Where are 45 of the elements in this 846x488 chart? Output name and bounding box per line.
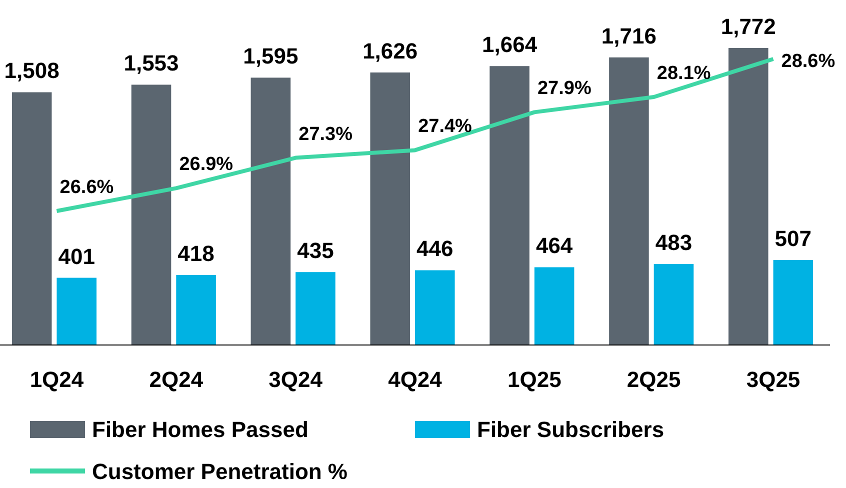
x-tick-label: 3Q24 (268, 367, 324, 392)
data-label: 26.6% (60, 177, 114, 198)
bar (131, 84, 172, 345)
bar (296, 272, 336, 345)
x-tick-label: 4Q24 (388, 367, 443, 392)
bar (534, 267, 574, 345)
data-label: 28.6% (781, 51, 836, 72)
bar (773, 260, 814, 345)
legend-label: Fiber Homes Passed (92, 417, 308, 442)
bar (609, 57, 649, 345)
x-tick-label: 2Q24 (149, 367, 204, 392)
data-label: 28.1% (656, 63, 711, 84)
data-label: 26.9% (179, 154, 234, 176)
data-label: 507 (774, 226, 812, 252)
data-label: 464 (536, 233, 574, 258)
data-label: 1,664 (482, 32, 538, 58)
x-tick-label: 1Q24 (30, 367, 84, 392)
bar (176, 274, 216, 345)
data-label: 418 (178, 240, 214, 266)
data-label: 1,716 (601, 23, 656, 48)
data-label: 483 (655, 230, 692, 256)
bar (370, 72, 410, 345)
bar (415, 270, 455, 345)
data-label: 1,508 (4, 58, 60, 84)
data-label: 435 (297, 238, 334, 264)
bar (654, 264, 694, 345)
data-label: 27.9% (537, 78, 592, 100)
data-label: 1,595 (243, 44, 298, 69)
x-tick-label: 3Q25 (746, 367, 800, 392)
data-label: 1,626 (362, 38, 418, 64)
data-label: 27.3% (298, 124, 353, 145)
data-label: 1,553 (124, 50, 179, 76)
data-label: 446 (416, 236, 454, 262)
legend-label: Fiber Subscribers (477, 417, 664, 442)
bar (56, 278, 97, 345)
legend-label: Customer Penetration % (92, 459, 348, 484)
bar (490, 66, 530, 345)
data-label: 1,772 (720, 14, 776, 39)
x-tick-label: 1Q25 (508, 367, 562, 392)
bar (728, 48, 768, 345)
data-label: 27.4% (418, 116, 472, 138)
data-label: 401 (58, 244, 95, 269)
x-tick-label: 2Q25 (626, 367, 681, 392)
bar (250, 78, 291, 345)
bar (12, 92, 52, 345)
